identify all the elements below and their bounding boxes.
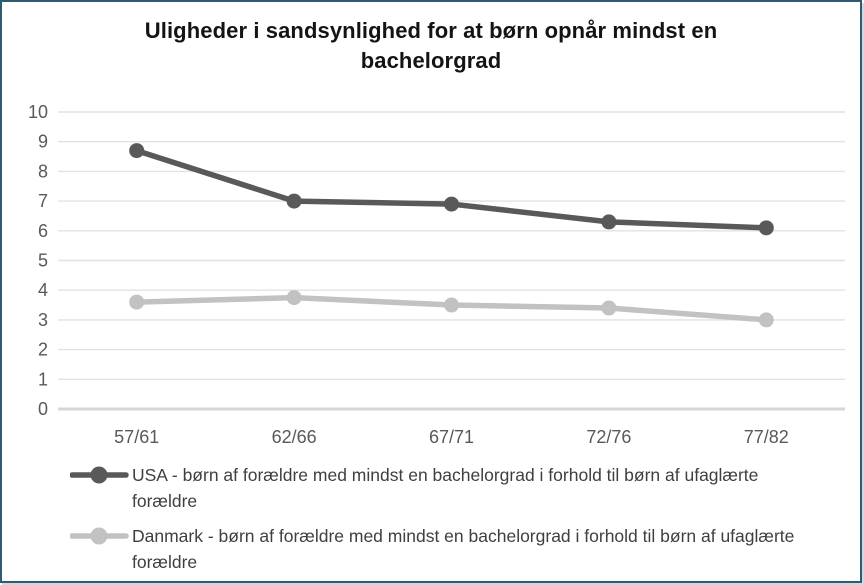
x-axis-tick-label: 57/61	[114, 427, 159, 447]
x-axis-tick-label: 62/66	[272, 427, 317, 447]
legend-marker-dot	[90, 527, 108, 545]
y-axis-tick-label: 2	[38, 340, 48, 360]
data-point-marker-danmark	[601, 300, 617, 316]
data-point-marker-usa	[601, 214, 617, 230]
y-axis-tick-label: 6	[38, 221, 48, 241]
series-line-usa	[133, 147, 770, 231]
x-axis-tick-label: 67/71	[429, 427, 474, 447]
x-axis-tick-label: 77/82	[744, 427, 789, 447]
data-point-marker-danmark	[444, 297, 459, 313]
y-axis-tick-label: 1	[38, 369, 48, 389]
y-axis-tick-label: 5	[38, 251, 48, 271]
x-axis-tick-label: 72/76	[586, 427, 631, 447]
legend-label-danmark: Danmark - børn af forældre med mindst en…	[132, 526, 795, 572]
data-point-marker-danmark	[129, 294, 145, 310]
y-axis-tick-label: 3	[38, 310, 48, 330]
legend-label-usa: USA - børn af forældre med mindst en bac…	[132, 465, 759, 511]
legend-item-danmark: Danmark - børn af forældre med mindst en…	[70, 523, 820, 575]
y-axis-tick-label: 7	[38, 191, 48, 211]
y-axis-tick-label: 0	[38, 399, 48, 419]
data-point-marker-usa	[444, 196, 459, 212]
y-axis-tick-label: 8	[38, 161, 48, 181]
legend-marker-dot	[90, 466, 108, 484]
legend-marker-usa	[70, 466, 129, 484]
chart-legend: USA - børn af forældre med mindst en bac…	[70, 462, 820, 575]
data-point-marker-usa	[758, 220, 774, 236]
data-point-marker-usa	[129, 143, 145, 159]
data-point-marker-danmark	[758, 312, 774, 328]
y-axis-tick-label: 10	[28, 102, 48, 122]
legend-marker-danmark	[70, 527, 129, 545]
chart-title: Uligheder i sandsynlighed for at børn op…	[144, 18, 718, 73]
data-point-marker-danmark	[286, 290, 302, 306]
data-point-marker-usa	[286, 193, 302, 209]
legend-item-usa: USA - børn af forældre med mindst en bac…	[70, 462, 820, 514]
y-axis-tick-label: 9	[38, 132, 48, 152]
y-axis-tick-label: 4	[38, 280, 48, 300]
